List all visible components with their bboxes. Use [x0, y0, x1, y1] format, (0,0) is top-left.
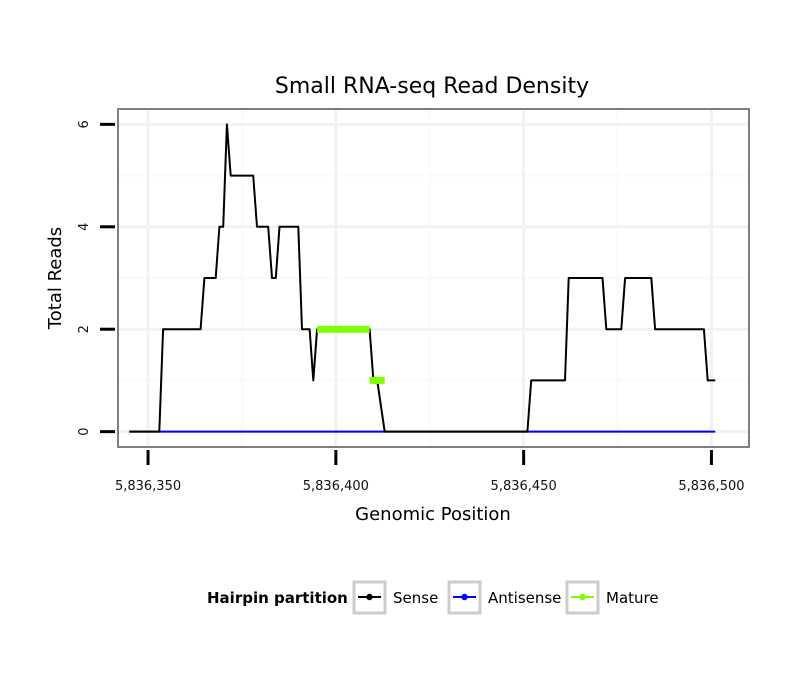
x-tick-label: 5,836,350 [115, 479, 181, 494]
legend: Hairpin partition Sense Antisense Mature [207, 580, 659, 615]
plot-border [117, 108, 750, 448]
y-tick-label: 2 [77, 325, 92, 333]
y-axis-title: Total Reads [45, 227, 66, 330]
legend-label-antisense: Antisense [488, 589, 561, 607]
y-tick-label: 0 [77, 427, 92, 435]
legend-title: Hairpin partition [207, 589, 348, 607]
series-layer [129, 123, 716, 433]
y-tick-label: 4 [77, 223, 92, 231]
x-tick-label: 5,836,500 [678, 479, 744, 494]
x-axis-title: Genomic Position [355, 504, 511, 525]
x-tick-label: 5,836,450 [491, 479, 557, 494]
series-sense-line [129, 123, 716, 433]
legend-point-antisense [461, 593, 468, 601]
x-tick-label: 5,836,400 [303, 479, 369, 494]
legend-point-sense [366, 593, 373, 601]
y-tick-label: 6 [77, 120, 92, 128]
y-axis: 0 2 4 6 [77, 120, 115, 436]
x-axis: 5,836,350 5,836,400 5,836,450 5,836,500 [115, 450, 745, 494]
chart-title: Small RNA-seq Read Density [275, 74, 589, 99]
legend-label-mature: Mature [606, 589, 659, 607]
legend-point-mature [579, 593, 586, 601]
legend-label-sense: Sense [393, 589, 438, 607]
